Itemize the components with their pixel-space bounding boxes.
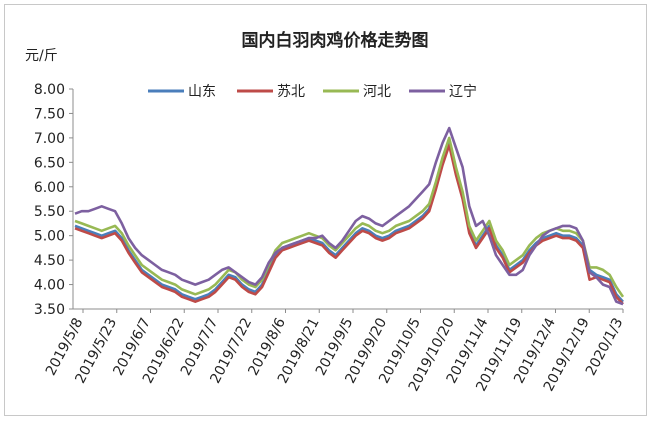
y-axis: 3.50 4.00 4.50 5.00 5.50 6.00 6.50 7.00 7.50 8.00 [34,82,74,318]
y-tick-label: 5.50 [34,204,65,220]
y-tick-label: 4.00 [34,278,65,294]
y-tick-label: 3.50 [34,302,65,318]
y-tick-label: 8.00 [34,82,65,98]
chart-canvas: 国内白羽肉鸡价格走势图 元/斤 山东 苏北 河北 辽宁 3.50 4.00 4.50 5.0… [25,30,627,394]
plot-area [74,126,625,306]
y-tick-label: 4.50 [34,253,65,269]
y-tick-label: 7.00 [34,131,65,147]
y-axis-unit-label: 元/斤 [25,48,58,64]
y-tick-label: 6.50 [34,155,65,171]
legend-label-3: 河北 [363,84,391,100]
legend-label-4: 辽宁 [449,83,477,100]
series-line-1 [74,141,624,303]
y-tick-label: 5.00 [34,229,65,245]
series-line-4 [74,126,624,306]
x-axis: 2019/5/82019/5/232019/6/72019/6/222019/7… [43,308,627,394]
chart-legend: 山东 苏北 河北 辽宁 [148,83,477,100]
chart-frame: 国内白羽肉鸡价格走势图 元/斤 山东 苏北 河北 辽宁 3.50 4.00 4.50 5.0… [4,4,647,416]
chart-title: 国内白羽肉鸡价格走势图 [242,30,429,51]
legend-label-1: 山东 [188,84,216,100]
y-tick-label: 6.00 [34,180,65,196]
legend-label-2: 苏北 [277,84,305,100]
y-tick-label: 7.50 [34,106,65,122]
series-line-3 [74,136,625,298]
